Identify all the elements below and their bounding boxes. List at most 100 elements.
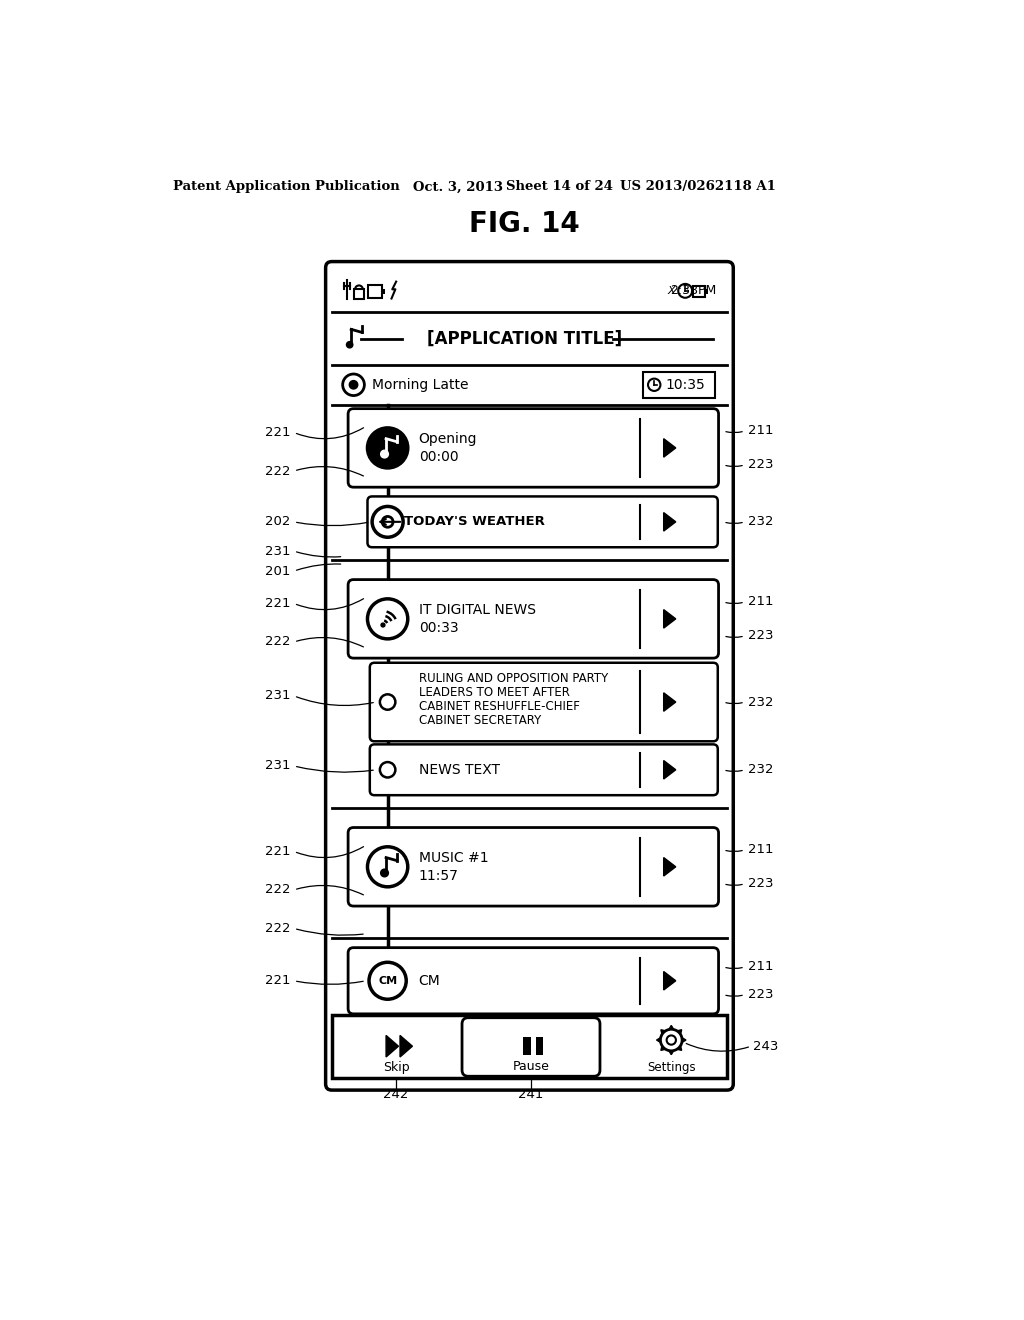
Text: Oct. 3, 2013: Oct. 3, 2013 (414, 181, 503, 194)
Circle shape (382, 516, 393, 527)
Text: 10:35: 10:35 (665, 378, 705, 392)
Text: LEADERS TO MEET AFTER: LEADERS TO MEET AFTER (419, 686, 569, 700)
FancyBboxPatch shape (368, 496, 718, 548)
Text: 223: 223 (748, 878, 773, 890)
Bar (643, 372, 715, 397)
Polygon shape (669, 1026, 674, 1030)
Text: 232: 232 (748, 515, 773, 528)
Circle shape (368, 428, 408, 469)
Text: CM: CM (419, 974, 440, 987)
Text: TODAY'S WEATHER: TODAY'S WEATHER (403, 515, 545, 528)
Text: 223: 223 (748, 630, 773, 643)
Polygon shape (660, 1030, 666, 1034)
Circle shape (368, 847, 408, 887)
Bar (382, 289, 385, 294)
Circle shape (660, 1030, 682, 1051)
Text: 2:38PM: 2:38PM (670, 284, 716, 297)
Text: 223: 223 (748, 989, 773, 1001)
FancyBboxPatch shape (348, 579, 719, 659)
Text: Morning Latte: Morning Latte (372, 378, 469, 392)
Polygon shape (682, 1038, 686, 1043)
FancyBboxPatch shape (348, 409, 719, 487)
Text: 221: 221 (265, 845, 291, 858)
Bar (369, 285, 382, 298)
Text: MUSIC #1: MUSIC #1 (419, 850, 488, 865)
FancyBboxPatch shape (370, 663, 718, 742)
Text: NEWS TEXT: NEWS TEXT (419, 763, 500, 776)
Text: CABINET SECRETARY: CABINET SECRETARY (419, 714, 541, 727)
Bar (693, 286, 706, 297)
Polygon shape (660, 1045, 666, 1051)
Circle shape (368, 599, 408, 639)
Text: Patent Application Publication: Patent Application Publication (173, 181, 399, 194)
Text: 211: 211 (748, 843, 773, 857)
Text: 232: 232 (748, 763, 773, 776)
Text: 00:00: 00:00 (419, 450, 459, 465)
Text: 211: 211 (748, 425, 773, 437)
Polygon shape (664, 972, 676, 990)
Text: 211: 211 (748, 961, 773, 973)
Text: RULING AND OPPOSITION PARTY: RULING AND OPPOSITION PARTY (419, 672, 608, 685)
Polygon shape (669, 1051, 674, 1055)
Text: 223: 223 (748, 458, 773, 471)
Text: 00:33: 00:33 (419, 622, 459, 635)
Circle shape (369, 962, 407, 999)
Bar (706, 289, 708, 294)
Text: Opening: Opening (419, 432, 477, 446)
Polygon shape (664, 693, 676, 711)
Text: 231: 231 (265, 689, 291, 702)
Text: Sheet 14 of 24: Sheet 14 of 24 (506, 181, 613, 194)
Text: IT DIGITAL NEWS: IT DIGITAL NEWS (419, 603, 536, 616)
Bar (353, 289, 365, 298)
Text: 222: 222 (265, 921, 291, 935)
Text: Pause: Pause (513, 1060, 550, 1073)
Polygon shape (386, 1035, 398, 1057)
Text: 221: 221 (265, 974, 291, 987)
Circle shape (346, 341, 353, 348)
Polygon shape (664, 610, 676, 628)
Text: 201: 201 (265, 565, 291, 578)
Circle shape (349, 381, 357, 388)
Polygon shape (664, 438, 676, 457)
Text: 231: 231 (265, 545, 291, 557)
Circle shape (678, 284, 692, 298)
Text: 11:57: 11:57 (419, 869, 459, 883)
Circle shape (380, 694, 395, 710)
Polygon shape (677, 1045, 682, 1051)
Polygon shape (677, 1030, 682, 1034)
Text: [APPLICATION TITLE]: [APPLICATION TITLE] (427, 330, 623, 347)
Polygon shape (664, 512, 676, 531)
Text: US 2013/0262118 A1: US 2013/0262118 A1 (621, 181, 776, 194)
Circle shape (381, 450, 388, 458)
Circle shape (381, 869, 388, 876)
Text: *: * (384, 512, 395, 532)
Text: 222: 222 (265, 883, 291, 896)
Text: 232: 232 (748, 696, 773, 709)
FancyBboxPatch shape (348, 828, 719, 906)
FancyBboxPatch shape (370, 744, 718, 795)
Polygon shape (664, 760, 676, 779)
Text: FIG. 14: FIG. 14 (469, 210, 581, 238)
Polygon shape (664, 858, 676, 876)
Bar (332, 1015, 727, 1077)
Text: 222: 222 (265, 465, 291, 478)
Text: Settings: Settings (647, 1060, 695, 1073)
Text: 221: 221 (265, 426, 291, 440)
Circle shape (667, 1035, 676, 1044)
FancyBboxPatch shape (348, 948, 719, 1014)
FancyBboxPatch shape (462, 1018, 600, 1076)
Circle shape (380, 762, 395, 777)
Text: 242: 242 (383, 1088, 409, 1101)
Text: 211: 211 (748, 595, 773, 609)
Polygon shape (400, 1035, 413, 1057)
Circle shape (372, 507, 403, 537)
Text: X: X (668, 286, 675, 296)
Text: CM: CM (378, 975, 397, 986)
Text: 222: 222 (265, 635, 291, 648)
FancyBboxPatch shape (326, 261, 733, 1090)
Text: 241: 241 (518, 1088, 544, 1101)
Polygon shape (656, 1038, 660, 1043)
Bar (536, 1038, 544, 1056)
Bar (523, 1038, 531, 1056)
Text: 231: 231 (265, 759, 291, 772)
